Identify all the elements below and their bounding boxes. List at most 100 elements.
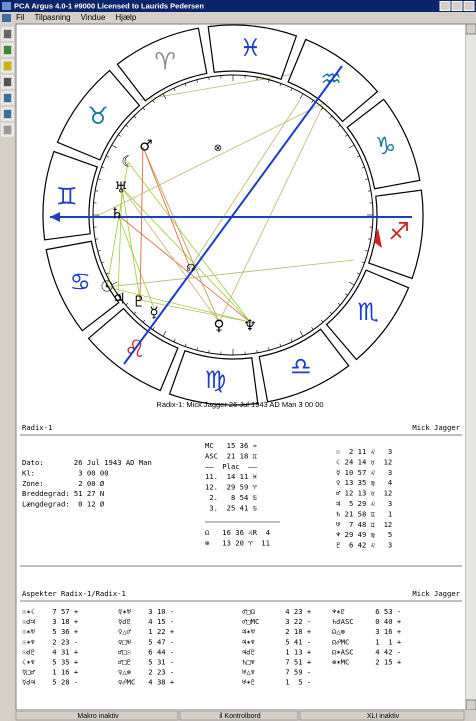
aspect-cell: ☿✶♅ 3 10 - [118, 607, 174, 616]
aspect-cell: ♃☌♇ 1 13 + [242, 647, 312, 656]
aspect-cell: ☉✶☾ 7 57 + [22, 607, 79, 616]
sign-glyph: ♏ [357, 298, 379, 326]
house-row: 2. 8 54 ♋ [205, 493, 257, 502]
maximize-button[interactable] [452, 2, 462, 11]
aspect-cell: ♂□MC 3 22 - [242, 617, 311, 626]
sign-glyph: ♉ [87, 102, 109, 130]
close-button[interactable] [464, 2, 474, 11]
aspect-cell: ⊗✶MC 2 15 + [332, 658, 402, 667]
tool-icon [4, 94, 11, 102]
minimize-button[interactable] [440, 2, 450, 11]
planet-glyph: ♅ [114, 179, 127, 197]
aspect-cell: ☉☌♇ 4 31 + [22, 647, 79, 656]
birth-row: Zone: 2 00 Ø [22, 479, 105, 488]
birth-row: Længdegrad: 0 12 Ø [22, 500, 105, 509]
status-panels: Makro inaktiv il Kontrolbord XLI inaktiv [16, 711, 464, 720]
aspect-cell: ♂□♇ 5 31 - [118, 658, 174, 667]
aspect-cell: ♅△♆ 7 59 - [242, 668, 311, 677]
house-row: ASC 21 18 ♊ [205, 451, 258, 460]
house-row: 3. 25 41 ♋ [205, 503, 257, 512]
person-name: Mick Jagger [412, 589, 460, 598]
house-row: 11. 14 11 ♓ [205, 472, 258, 481]
toolbar [2, 28, 13, 136]
planet-row: ♂ 12 13 ♉ 12 [336, 489, 392, 498]
house-row: —— Plac —— [205, 462, 258, 471]
aspect-cell: ☊△⊗ 3 16 + [332, 627, 402, 636]
birth-row: Dato: 26 Jul 1943 AD Man [22, 458, 152, 467]
planet-row: ♇ 6 42 ♌ 3 [336, 541, 392, 550]
sign-glyph: ♎ [290, 353, 312, 381]
aspect-cell: ♄☌ASC 0 40 + [332, 617, 402, 626]
planet-glyph: ♄ [110, 205, 123, 223]
screen: PCA Argus 4.0-1 #9000 Licensed to Laurid… [0, 0, 476, 721]
sign-glyph: ♓ [240, 34, 262, 62]
tool-icon [4, 110, 11, 118]
tool-icon [4, 126, 11, 134]
menu-item[interactable]: Tilpasning [34, 13, 70, 22]
sign-glyph: ♈ [154, 47, 176, 75]
menu-item[interactable]: Hjælp [115, 13, 136, 22]
aspect-cell: ♂□☊ 4 23 + [242, 607, 312, 616]
aspect-cell: ☿☌♇ 4 15 - [118, 617, 174, 626]
planet-row: ♅ 7 48 ♊ 12 [336, 520, 392, 529]
sign-glyph: ♐ [388, 217, 410, 245]
aspect-cell: ♅✶♇ 1 5 - [242, 678, 311, 687]
aspect-cell: ♃✶♆ 5 41 - [242, 637, 311, 646]
planet-row: ♄ 21 58 ♊ 1 [336, 509, 392, 518]
tool-icon [4, 46, 11, 54]
planet-row: ♃ 5 29 ♌ 3 [336, 499, 392, 508]
aspect-cell: ☉☌♃ 3 18 + [22, 617, 79, 626]
tool-icon [4, 30, 11, 38]
sign-glyph: ♊ [56, 183, 78, 211]
aspect-cell: ♃✶♅ 2 18 + [242, 627, 312, 636]
planet-row: ♀ 13 35 ♍ 4 [336, 478, 392, 487]
aspect-cell: ☿☌♃ 5 28 - [22, 678, 78, 687]
planet-glyph: ☊ [187, 263, 196, 274]
tool-icon [4, 78, 11, 86]
house-row: MC 15 36 ♒ [205, 441, 258, 450]
house-row: ⊗ 13 20 ♈ 11 [205, 538, 270, 547]
sign-glyph: ♑ [375, 132, 397, 160]
aspect-cell: ♀△⊗ 2 23 - [118, 668, 174, 677]
planet-glyph: ⊗ [214, 143, 222, 154]
birth-row: Breddegrad: 51 27 N [22, 489, 104, 498]
status-text: il Kontrolbord [219, 713, 260, 720]
menu-item[interactable]: Fil [16, 13, 25, 22]
birth-row: Kl: 3 00 00 [22, 468, 109, 477]
aspect-cell: ♀□♅ 5 47 - [118, 637, 174, 646]
planet-glyph: ☾ [121, 153, 134, 171]
window-title: PCA Argus 4.0-1 #9000 Licensed to Laurid… [14, 1, 204, 10]
sign-glyph: ♋ [70, 268, 92, 296]
sign-glyph: ♍ [205, 366, 227, 394]
aspect-cell: ♀△♂ 1 22 + [118, 627, 175, 636]
house-row: ☊ 16 36 ♌R 4 [205, 528, 270, 537]
planet-glyph: ♃ [112, 290, 125, 308]
aspect-cell: ♆✶♇ 6 53 - [332, 607, 401, 616]
planet-glyph: ♂ [139, 137, 152, 155]
scrollbar[interactable] [466, 24, 476, 710]
status-text: Makro inaktiv [77, 713, 119, 720]
house-row: 12. 29 59 ♈ [205, 483, 258, 492]
aspect-cell: ☿□♂ 1 16 + [22, 668, 79, 677]
aspect-cell: ☉✶♆ 2 23 - [22, 637, 78, 646]
aspect-cell: ♂□☉ 6 44 - [118, 647, 174, 656]
aspect-cell: ☾✶♆ 5 35 + [22, 658, 79, 667]
status-text: XLI inaktiv [367, 713, 400, 720]
planet-glyph: ♇ [132, 293, 145, 311]
aspect-cell: ☉✶♅ 5 36 + [22, 627, 79, 636]
section-title: Radix-1 [22, 423, 52, 432]
planet-row: ☉ 2 11 ♌ 3 [336, 447, 392, 456]
scroll-up[interactable] [466, 24, 476, 34]
aspect-cell: ♀☍MC 4 38 + [118, 678, 175, 687]
planet-glyph: ♆ [243, 317, 256, 335]
tool-icon [4, 62, 11, 70]
menu-item[interactable]: Vindue [81, 13, 106, 22]
aspect-cell: ♄□♆ 7 51 + [242, 658, 312, 667]
person-name: Mick Jagger [412, 423, 460, 432]
planet-row: ♆ 29 49 ♍ 5 [336, 530, 392, 539]
planet-row: ☿ 10 57 ♌ 3 [336, 468, 392, 477]
planet-glyph: ♀ [214, 317, 225, 335]
chart-caption: Radix-1: Mick Jagger 26 Jul 1943 AD Man … [156, 400, 323, 409]
app-icon [2, 2, 11, 10]
scroll-down[interactable] [466, 700, 476, 710]
